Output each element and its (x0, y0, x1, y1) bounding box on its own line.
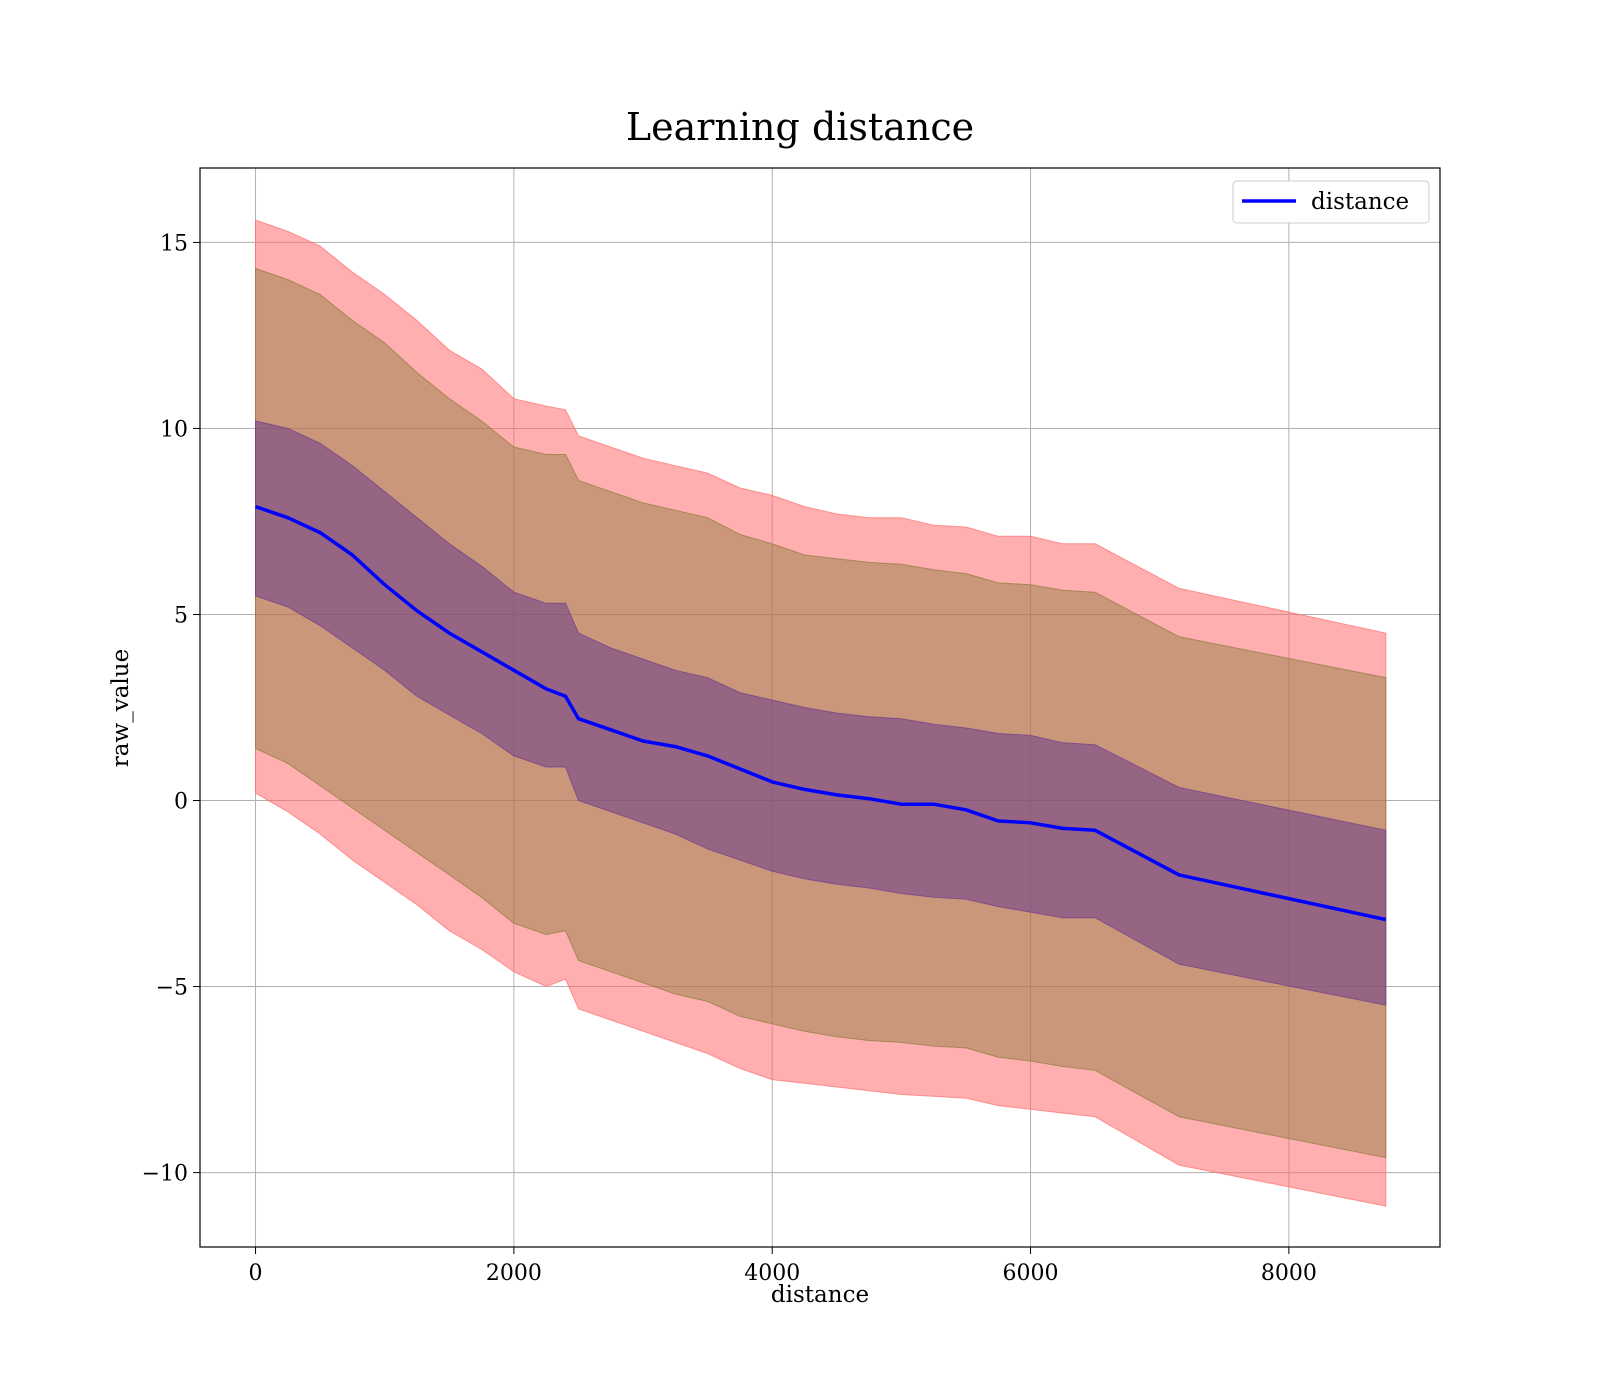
y-tick-label: 10 (160, 417, 188, 442)
x-tick-label: 0 (249, 1261, 263, 1286)
x-tick-label: 4000 (744, 1261, 800, 1286)
y-tick-label: 15 (160, 231, 188, 256)
y-tick-label: 5 (174, 603, 188, 628)
y-tick-label: 0 (174, 790, 188, 815)
legend-label-distance: distance (1311, 189, 1409, 215)
axis-ticks: 0 2000 4000 6000 8000 −10 −5 0 5 10 15 (142, 231, 1317, 1286)
x-tick-label: 8000 (1261, 1261, 1317, 1286)
y-tick-label: −5 (156, 976, 188, 1001)
y-tick-label: −10 (142, 1162, 188, 1187)
band-inner (255, 420, 1387, 1006)
chart-title: Learning distance (626, 105, 974, 149)
series-lines (254, 504, 1387, 922)
confidence-bands (255, 219, 1387, 1207)
legend-box (1232, 180, 1430, 224)
series-line-distance (254, 504, 1387, 922)
x-tick-label: 2000 (486, 1261, 542, 1286)
x-tick-label: 6000 (1003, 1261, 1059, 1286)
legend: distance (1232, 180, 1430, 224)
x-axis-label: distance (771, 1282, 869, 1308)
y-axis-label: raw_value (108, 649, 134, 767)
plot-frame (199, 167, 1441, 1248)
